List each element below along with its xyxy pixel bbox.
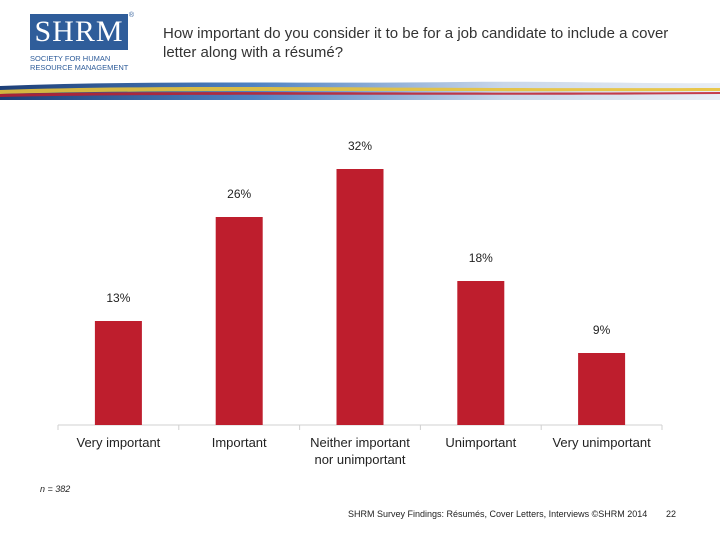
page-number: 22	[666, 509, 677, 519]
category-label-3: Neither important nor unimportant	[310, 435, 410, 467]
category-label-5: Very unimportant	[552, 435, 651, 450]
category-label-1: Very important	[76, 435, 160, 450]
category-label-line: Important	[212, 435, 267, 450]
data-label-1: 13%	[106, 291, 130, 305]
bar-2	[215, 217, 263, 425]
data-label-3: 32%	[348, 139, 372, 153]
sample-size-note: n = 382	[40, 484, 71, 494]
category-label-line: Very important	[76, 435, 160, 450]
header-banner	[0, 81, 720, 100]
category-label-line: nor unimportant	[314, 452, 405, 467]
category-label-line: Very unimportant	[552, 435, 651, 450]
category-label-2: Important	[212, 435, 267, 450]
category-label-line: Neither important	[310, 435, 410, 450]
page-title: How important do you consider it to be f…	[163, 25, 669, 61]
category-label-line: Unimportant	[445, 435, 516, 450]
logo-mark: SHRM	[30, 14, 128, 50]
bar-3	[336, 169, 384, 425]
logo-subtitle: Society for Human Resource Management	[30, 54, 129, 72]
footer-source: SHRM Survey Findings: Résumés, Cover Let…	[348, 509, 648, 519]
data-label-4: 18%	[469, 251, 493, 265]
bar-5	[578, 353, 626, 425]
bar-1	[94, 321, 142, 425]
bar-4	[457, 281, 505, 425]
data-label-5: 9%	[593, 323, 611, 337]
shrm-logo: SHRM ® Society for Human Resource Manage…	[30, 12, 134, 74]
logo-registered: ®	[128, 12, 134, 19]
data-label-2: 26%	[227, 187, 251, 201]
category-label-4: Unimportant	[445, 435, 516, 450]
